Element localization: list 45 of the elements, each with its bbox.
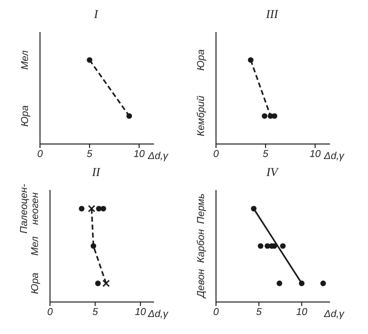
point — [95, 280, 101, 286]
x-tick-label: 0 — [213, 149, 220, 160]
point — [258, 243, 264, 249]
x-axis-title: Δd,γ — [147, 309, 170, 320]
x-tick-label: 5 — [92, 307, 98, 318]
x-axis-title: Δd,γ — [323, 309, 346, 320]
y-tick-label: Девон — [196, 268, 207, 299]
chart-title: I — [93, 7, 100, 21]
y-tick-label: Юра — [20, 104, 31, 127]
point — [298, 280, 305, 286]
point — [102, 280, 110, 288]
chart-title: III — [265, 7, 280, 21]
point — [320, 280, 326, 286]
y-tick-label: Мел — [20, 50, 31, 70]
y-tick-label: Юра — [196, 48, 207, 71]
x-tick-label: 5 — [86, 149, 93, 160]
chart-title: IV — [265, 165, 280, 179]
point — [78, 206, 84, 212]
point — [100, 206, 106, 212]
y-tick-label: Кембрий — [196, 95, 207, 136]
x-tick-label: 10 — [310, 149, 322, 160]
x-tick-label: 10 — [134, 149, 146, 160]
y-tick-label: Палеоцен-неоген — [19, 183, 41, 234]
x-tick-label: 5 — [256, 307, 262, 318]
x-axis-title: Δd,γ — [323, 151, 346, 162]
x-tick-label: 10 — [134, 307, 146, 318]
y-tick-label: Юра — [30, 272, 41, 294]
y-tick-label: Пермь — [196, 193, 207, 224]
point — [90, 243, 96, 249]
x-tick-label: 0 — [213, 307, 220, 318]
point — [96, 206, 102, 212]
point — [276, 280, 282, 286]
x-tick-label: 10 — [296, 307, 308, 318]
x-tick-label: 0 — [47, 307, 54, 318]
point — [88, 204, 96, 212]
y-tick-label: Мел — [30, 236, 41, 256]
point — [248, 57, 254, 63]
y-tick-label: Карбон — [196, 228, 207, 263]
point — [250, 206, 257, 212]
x-tick-label: 0 — [37, 149, 44, 160]
x-tick-label: 5 — [262, 149, 269, 160]
point — [280, 243, 286, 249]
point — [262, 113, 268, 119]
chart-title: II — [91, 165, 102, 179]
x-axis-title: Δd,γ — [147, 151, 170, 162]
